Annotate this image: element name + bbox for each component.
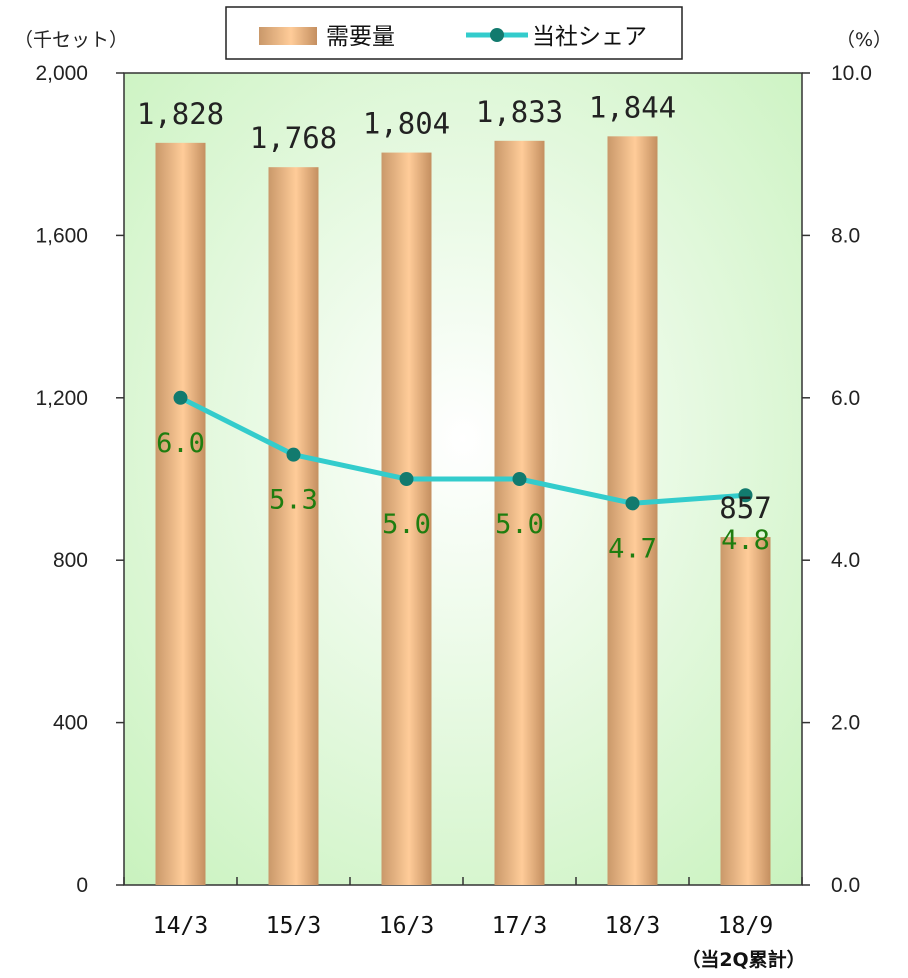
bar-value-label-2: 1,804 — [363, 107, 450, 141]
legend-label-demand: 需要量 — [326, 24, 395, 50]
right-axis-tick-label-0: 0.0 — [831, 874, 860, 897]
x-axis-category-label-3: 17/3 — [492, 913, 547, 939]
right-axis-tick-label-2: 4.0 — [831, 549, 860, 572]
right-axis-tick-label-1: 2.0 — [831, 712, 860, 735]
share-value-label-1: 5.3 — [269, 485, 318, 516]
share-point-2 — [399, 472, 414, 486]
share-point-1 — [286, 447, 301, 462]
right-axis-unit-label: （%） — [836, 29, 892, 51]
legend: 需要量 当社シェア — [225, 6, 683, 60]
share-value-label-4: 4.7 — [608, 533, 657, 564]
left-axis-tick-label-3: 1,200 — [35, 387, 88, 410]
right-axis-tick-label-3: 6.0 — [831, 387, 860, 410]
share-value-label-3: 5.0 — [495, 509, 544, 540]
left-axis-tick-label-1: 400 — [53, 712, 88, 735]
right-axis-tick-label-5: 10.0 — [831, 62, 872, 85]
share-point-0 — [173, 390, 188, 405]
left-axis-tick-label-4: 1,600 — [35, 224, 88, 247]
share-value-label-0: 6.0 — [156, 428, 205, 459]
x-axis-category-label-2: 16/3 — [379, 913, 434, 939]
share-value-label-2: 5.0 — [382, 509, 431, 540]
bar-demand-3 — [494, 140, 545, 885]
x-axis-category-label-1: 15/3 — [266, 913, 321, 939]
bar-demand-5 — [720, 537, 771, 885]
bar-demand-0 — [155, 142, 206, 885]
share-line — [179, 395, 746, 506]
bar-value-label-3: 1,833 — [476, 95, 563, 129]
legend-swatch-demand — [259, 27, 317, 45]
left-axis-tick-label-2: 800 — [53, 549, 88, 572]
left-axis-tick-label-0: 0 — [76, 874, 88, 897]
legend-swatch-share-marker — [490, 28, 504, 42]
bar-value-label-5: 857 — [719, 491, 771, 525]
x-axis-category-label-0: 14/3 — [153, 913, 208, 939]
legend-label-share: 当社シェア — [532, 24, 647, 50]
share-point-5 — [738, 488, 753, 503]
x-axis-category-label-4: 18/3 — [605, 913, 660, 939]
left-axis-unit-label: （千セット） — [14, 29, 128, 51]
share-point-3 — [512, 472, 527, 486]
bar-value-label-0: 1,828 — [137, 97, 224, 131]
share-point-4 — [625, 496, 640, 511]
x-axis-category-label-5: 18/9 — [718, 913, 773, 939]
x-axis-category-sublabel-5: （当2Q累計） — [681, 948, 805, 971]
bar-value-label-4: 1,844 — [589, 90, 676, 124]
share-value-label-5: 4.8 — [721, 525, 770, 556]
left-axis-tick-label-5: 2,000 — [35, 62, 88, 85]
bar-value-label-1: 1,768 — [250, 121, 337, 155]
bar-demand-1 — [268, 167, 319, 885]
bar-demand-2 — [381, 152, 432, 886]
bar-demand-4 — [607, 136, 658, 885]
right-axis-tick-label-4: 8.0 — [831, 224, 860, 247]
